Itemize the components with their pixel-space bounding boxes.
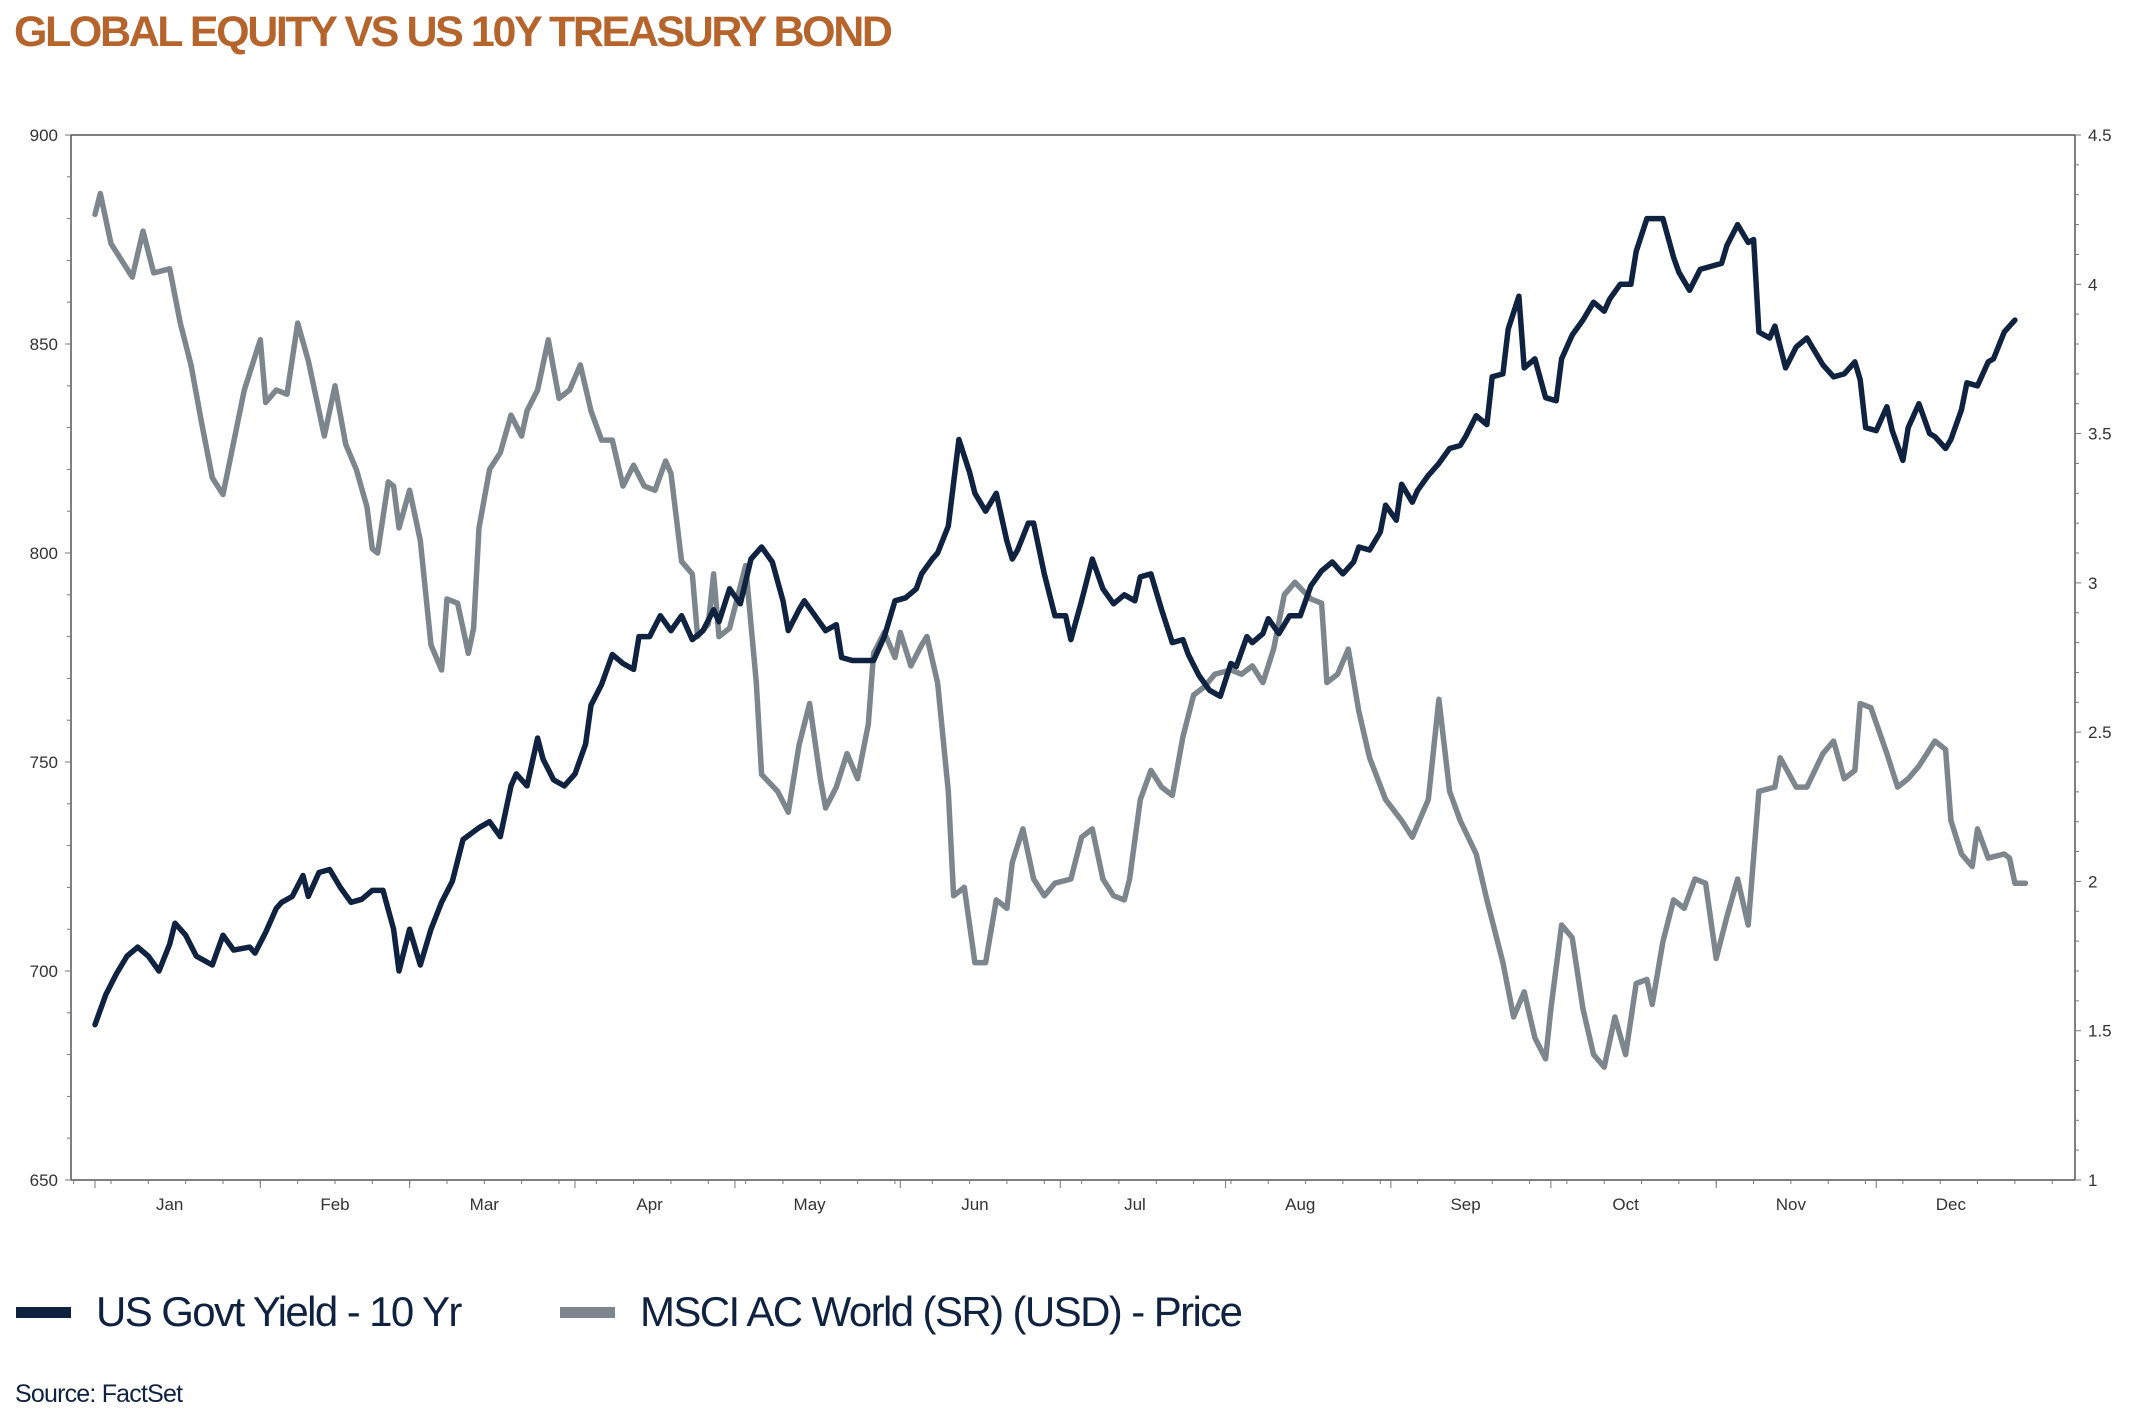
series-line-us-govt-yield-10yr (92, 215, 2018, 1028)
legend-item-msci-acwi: MSCI AC World (SR) (USD) - Price (560, 1282, 1243, 1342)
right-axis-tick-label: 1 (2088, 1171, 2097, 1190)
chart-series (92, 190, 2029, 1070)
right-axis-tick-label: 4.5 (2088, 126, 2112, 145)
axis-ticks: 650 700 750 800 850 900 1 1.5 2 2.5 3 3.5 4 4.5 Jan Feb… (30, 126, 2112, 1214)
left-axis-tick-label: 900 (30, 126, 58, 145)
left-axis-tick-label: 750 (30, 753, 58, 772)
x-axis-tick-label: Dec (1936, 1195, 1967, 1214)
chart-legend: US Govt Yield - 10 Yr MSCI AC World (SR)… (0, 1282, 2132, 1342)
right-axis-tick-label: 3.5 (2088, 425, 2112, 444)
x-axis-tick-label: Aug (1285, 1195, 1315, 1214)
source-note: Source: FactSet (15, 1380, 183, 1408)
x-axis-tick-label: Nov (1776, 1195, 1807, 1214)
legend-label: MSCI AC World (SR) (USD) - Price (640, 1288, 1243, 1335)
legend-item-us-govt-yield: US Govt Yield - 10 Yr (16, 1282, 462, 1342)
legend-swatch-gray (560, 1306, 615, 1318)
left-axis-tick-label: 700 (30, 962, 58, 981)
x-axis-tick-label: Feb (320, 1195, 349, 1214)
x-axis-tick-label: Mar (470, 1195, 500, 1214)
x-axis-tick-label: Jul (1124, 1195, 1146, 1214)
x-axis-tick-label: Jun (961, 1195, 988, 1214)
x-axis-tick-label: Jan (156, 1195, 183, 1214)
left-axis-tick-label: 850 (30, 335, 58, 354)
left-axis-tick-label: 650 (30, 1171, 58, 1190)
x-axis-tick-label: Oct (1612, 1195, 1639, 1214)
legend-swatch-navy (16, 1306, 71, 1318)
chart-title: GLOBAL EQUITY VS US 10Y TREASURY BOND (14, 8, 893, 56)
right-axis-tick-label: 3 (2088, 574, 2097, 593)
right-axis-tick-label: 4 (2088, 275, 2097, 294)
x-axis-tick-label: Apr (636, 1195, 663, 1214)
right-axis-tick-label: 1.5 (2088, 1022, 2112, 1041)
legend-label: US Govt Yield - 10 Yr (96, 1288, 462, 1335)
series-line-msci-ac-world-price (92, 190, 2029, 1070)
left-axis-tick-label: 800 (30, 544, 58, 563)
chart-axes (70, 134, 2076, 1181)
x-axis-tick-label: Sep (1450, 1195, 1480, 1214)
x-axis-tick-label: May (794, 1195, 827, 1214)
right-axis-tick-label: 2 (2088, 872, 2097, 891)
right-axis-tick-label: 2.5 (2088, 723, 2112, 742)
